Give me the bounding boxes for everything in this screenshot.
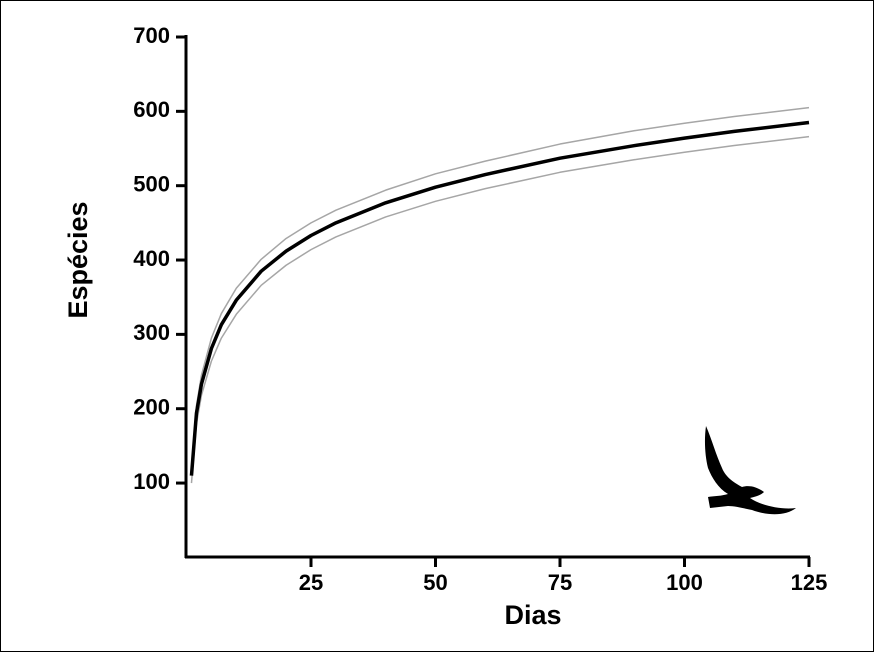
y-tick-label: 100 <box>133 469 170 494</box>
y-tick-label: 500 <box>133 171 170 196</box>
y-tick-label: 400 <box>133 246 170 271</box>
confidence-curve <box>190 106 810 474</box>
curve <box>189 120 810 476</box>
x-axis-title: Dias <box>504 600 561 630</box>
confidence-curve <box>190 135 810 484</box>
x-tick-label: 75 <box>548 570 572 595</box>
x-tick-label: 50 <box>423 570 447 595</box>
y-tick-label: 600 <box>133 97 170 122</box>
y-tick-label: 300 <box>133 320 170 345</box>
y-tick-label: 200 <box>133 395 170 420</box>
x-tick-label: 25 <box>299 570 323 595</box>
x-tick-label: 100 <box>666 570 703 595</box>
bird-silhouette <box>704 426 796 515</box>
y-tick-label: 700 <box>133 23 170 48</box>
x-tick-label: 125 <box>791 570 828 595</box>
y-axis-title: Espécies <box>63 201 93 318</box>
